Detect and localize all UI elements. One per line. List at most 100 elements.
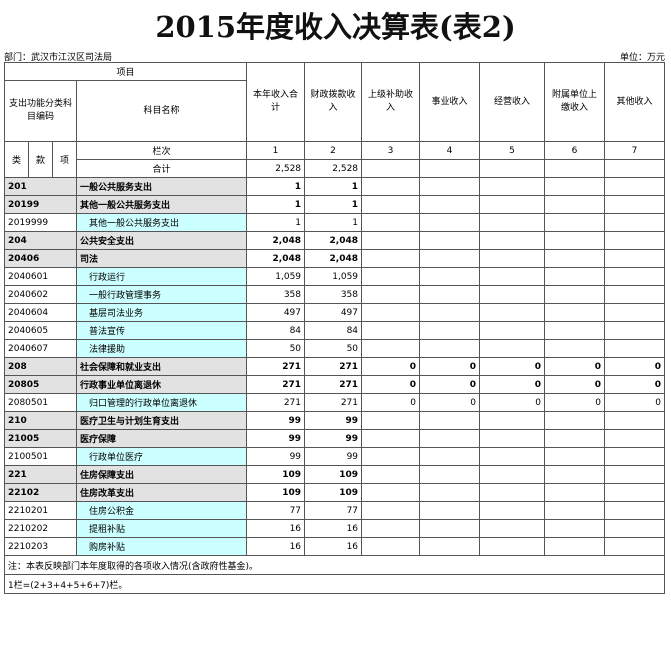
table-cell: [544, 177, 606, 196]
table-row: 2100501 行政单位医疗 99 99: [4, 447, 666, 466]
table-cell: 0: [419, 393, 481, 412]
table-cell: 16: [304, 537, 363, 556]
table-row: 208 社会保障和就业支出 271 271 0 0 0 0 0: [4, 357, 666, 376]
table-cell: 271: [304, 375, 363, 394]
table-row: 21005 医疗保障 99 99: [4, 429, 666, 448]
table-cell: 16: [246, 537, 306, 556]
table-cell: 0: [604, 375, 666, 394]
table-cell: 上级补助收入: [361, 62, 421, 142]
table-cell: 0: [419, 357, 481, 376]
table-cell: [419, 429, 481, 448]
table-cell: 22102: [4, 483, 77, 502]
table-cell: [544, 231, 606, 250]
table-cell: 1: [304, 195, 363, 214]
table-row: 2040601 行政运行 1,059 1,059: [4, 267, 666, 286]
table-cell: 4: [419, 141, 481, 160]
header-cell: 合计: [75, 159, 248, 178]
title: 2015年度收入决算表(表2): [155, 10, 516, 44]
table-cell: 2040604: [4, 303, 77, 322]
table-cell: [544, 483, 606, 502]
table-cell: 210: [4, 411, 77, 430]
table-cell: [544, 411, 606, 430]
table-cell: 司法: [75, 249, 248, 268]
table-cell: 16: [246, 519, 306, 538]
table-cell: [419, 231, 481, 250]
table-cell: [419, 465, 481, 484]
table-cell: [419, 339, 481, 358]
table-cell: [604, 195, 666, 214]
table-cell: [604, 339, 666, 358]
table-cell: [479, 537, 546, 556]
table-cell: [544, 159, 606, 178]
table-cell: 50: [246, 339, 306, 358]
table-cell: 公共安全支出: [75, 231, 248, 250]
table-cell: [361, 249, 421, 268]
table-cell: 2,048: [246, 249, 306, 268]
table-cell: 事业收入: [419, 62, 481, 142]
table-cell: 109: [246, 465, 306, 484]
table-cell: 0: [604, 357, 666, 376]
table-cell: 2210202: [4, 519, 77, 538]
table-cell: [544, 285, 606, 304]
table-cell: 本年收入合计: [246, 62, 306, 142]
income-table: 项目 本年收入合计 财政拨款收入 上级补助收入 事业收入 经营收入 附属单位上缴收入 其他收入…: [3, 62, 666, 594]
table-cell: 财政拨款收入: [304, 62, 363, 142]
table-cell: 84: [304, 321, 363, 340]
table-cell: [419, 519, 481, 538]
table-cell: 提租补贴: [75, 519, 248, 538]
table-cell: [361, 177, 421, 196]
table-cell: 84: [246, 321, 306, 340]
table-cell: [419, 195, 481, 214]
table-cell: [604, 519, 666, 538]
table-cell: [544, 267, 606, 286]
table-cell: 2,528: [304, 159, 363, 178]
table-row: 2040604 基层司法业务 497 497: [4, 303, 666, 322]
table-cell: [419, 321, 481, 340]
table-cell: 77: [246, 501, 306, 520]
table-cell: [479, 429, 546, 448]
table-cell: 0: [544, 393, 606, 412]
table-cell: 358: [304, 285, 363, 304]
table-cell: 7: [604, 141, 666, 160]
table-cell: [479, 447, 546, 466]
table-cell: 1: [246, 141, 306, 160]
table-cell: [419, 447, 481, 466]
table-row: 20805 行政事业单位离退休 271 271 0 0 0 0 0: [4, 375, 666, 394]
table-cell: 0: [419, 375, 481, 394]
table-cell: [604, 321, 666, 340]
header-cell: 项: [52, 141, 77, 178]
table-cell: 行政运行: [75, 267, 248, 286]
table-row: 2040605 普法宣传 84 84: [4, 321, 666, 340]
table-cell: 271: [246, 393, 306, 412]
header-cell: 科目名称: [75, 80, 248, 142]
table-cell: [604, 159, 666, 178]
table-cell: 医疗卫生与计划生育支出: [75, 411, 248, 430]
table-cell: [604, 213, 666, 232]
table-cell: [361, 411, 421, 430]
table-cell: [479, 339, 546, 358]
table-cell: [361, 447, 421, 466]
table-row: 201 一般公共服务支出 1 1: [4, 177, 666, 196]
header-cell: 支出功能分类科目编码: [4, 80, 77, 142]
table-cell: [479, 303, 546, 322]
table-cell: [544, 465, 606, 484]
table-cell: 20199: [4, 195, 77, 214]
table-cell: 0: [604, 393, 666, 412]
table-cell: 注：本表反映部门本年度取得的各项收入情况(含政府性基金)。: [3, 555, 666, 575]
table-cell: [361, 483, 421, 502]
table-cell: [419, 411, 481, 430]
table-cell: [604, 501, 666, 520]
table-cell: [479, 483, 546, 502]
department: 部门：武汉市江汉区司法局: [4, 53, 113, 63]
table-row: 20406 司法 2,048 2,048: [4, 249, 666, 268]
table-cell: [479, 267, 546, 286]
table-row: 221 住房保障支出 109 109: [4, 465, 666, 484]
table-row: 2040607 法律援助 50 50: [4, 339, 666, 358]
table-cell: 0: [361, 393, 421, 412]
table-row: 2040602 一般行政管理事务 358 358: [4, 285, 666, 304]
table-cell: 0: [479, 375, 546, 394]
table-cell: [361, 285, 421, 304]
table-cell: [604, 231, 666, 250]
table-cell: [361, 159, 421, 178]
